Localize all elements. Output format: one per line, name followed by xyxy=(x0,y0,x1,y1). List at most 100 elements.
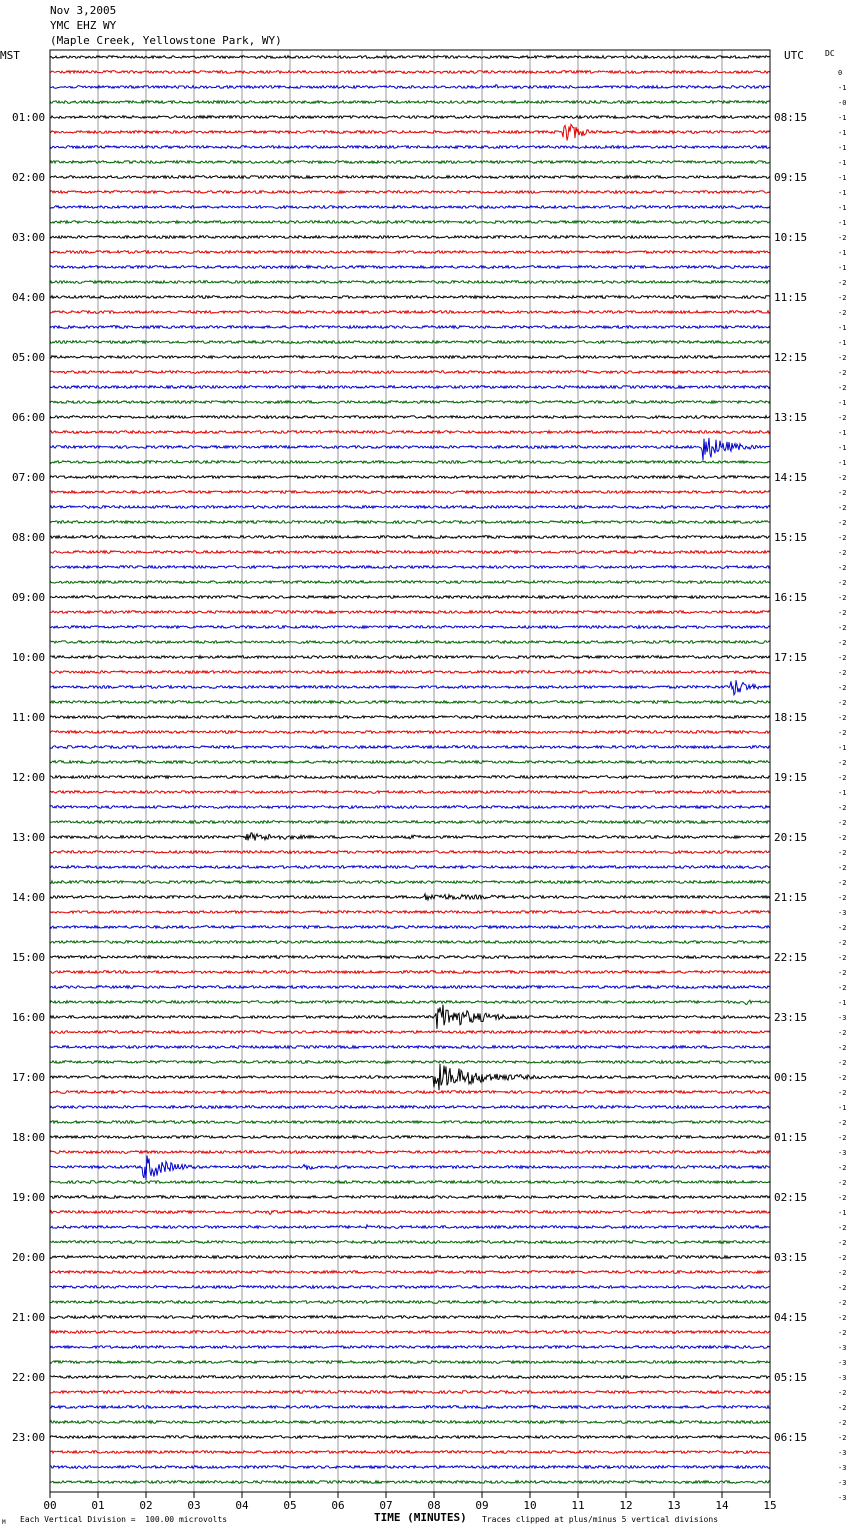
left-hour-label: 12:00 xyxy=(12,771,45,784)
dc-offset-label: -1 xyxy=(838,249,846,257)
dc-offset-label: -1 xyxy=(838,444,846,452)
trace-line xyxy=(49,1299,770,1305)
right-hour-label: 06:15 xyxy=(774,1431,807,1444)
right-hour-label: 19:15 xyxy=(774,771,807,784)
left-hour-label: 21:00 xyxy=(12,1311,45,1324)
dc-offset-label: -2 xyxy=(838,984,846,992)
trace-line xyxy=(49,1254,771,1260)
left-hour-label: 13:00 xyxy=(12,831,45,844)
trace-line xyxy=(49,624,771,630)
left-hour-label: 07:00 xyxy=(12,471,45,484)
x-tick-label: 00 xyxy=(43,1499,56,1512)
dc-offset-label: -2 xyxy=(838,804,846,812)
trace-line xyxy=(49,1063,771,1091)
dc-offset-label: -2 xyxy=(838,474,846,482)
dc-offset-label: -2 xyxy=(838,819,846,827)
dc-offset-label: -2 xyxy=(838,849,846,857)
dc-offset-label: -2 xyxy=(838,699,846,707)
dc-offset-label: -2 xyxy=(838,1074,846,1082)
dc-offset-label: -2 xyxy=(838,369,846,377)
dc-offset-label: -2 xyxy=(838,519,846,527)
trace-line xyxy=(49,279,771,285)
dc-offset-label: -3 xyxy=(838,1344,846,1352)
trace-line xyxy=(49,832,771,842)
trace-line xyxy=(49,999,770,1006)
dc-offset-label: -2 xyxy=(838,279,846,287)
trace-line xyxy=(49,1134,771,1140)
dc-offset-label: -2 xyxy=(838,894,846,902)
right-hour-label: 13:15 xyxy=(774,411,807,424)
trace-line xyxy=(49,892,771,902)
trace-line xyxy=(49,1179,771,1185)
dc-offset-label: -1 xyxy=(838,744,846,752)
header-location: (Maple Creek, Yellowstone Park, WY) xyxy=(50,34,282,47)
trace-line xyxy=(49,1359,771,1365)
trace-line xyxy=(49,1389,771,1395)
right-hour-label: 03:15 xyxy=(774,1251,807,1264)
dc-offset-label: -1 xyxy=(838,129,846,137)
trace-line xyxy=(50,1223,771,1230)
right-hour-label: 12:15 xyxy=(774,351,807,364)
trace-line xyxy=(49,1029,771,1035)
trace-line xyxy=(50,819,771,825)
right-hour-label: 22:15 xyxy=(774,951,807,964)
dc-offset-label: -2 xyxy=(838,1179,846,1187)
dc-offset-label: -2 xyxy=(838,384,846,392)
trace-line xyxy=(49,189,771,195)
trace-line xyxy=(49,219,771,225)
dc-label: DC xyxy=(825,49,835,58)
dc-offset-label: -2 xyxy=(838,294,846,302)
dc-offset-label: -2 xyxy=(838,639,846,647)
trace-line xyxy=(49,594,771,600)
dc-offset-label: -2 xyxy=(838,939,846,947)
right-hour-label: 00:15 xyxy=(774,1071,807,1084)
right-hour-label: 18:15 xyxy=(774,711,807,724)
dc-offset-label: -2 xyxy=(838,729,846,737)
trace-line xyxy=(49,519,771,525)
dc-offset-label: -2 xyxy=(838,564,846,572)
trace-line xyxy=(49,699,771,705)
left-hour-label: 14:00 xyxy=(12,891,45,904)
left-hour-label: 20:00 xyxy=(12,1251,45,1264)
trace-line xyxy=(49,759,771,765)
trace-line xyxy=(49,1284,771,1290)
trace-line xyxy=(49,369,771,375)
trace-line xyxy=(49,879,771,885)
trace-line xyxy=(49,1269,771,1275)
dc-offset-label: -2 xyxy=(838,1239,846,1247)
dc-offset-label: -3 xyxy=(838,1494,846,1502)
right-hour-label: 17:15 xyxy=(774,651,807,664)
trace-line xyxy=(49,1449,771,1455)
left-hour-label: 09:00 xyxy=(12,591,45,604)
dc-offset-label: -2 xyxy=(838,1284,846,1292)
x-tick-label: 10 xyxy=(523,1499,536,1512)
right-hour-label: 11:15 xyxy=(774,291,807,304)
trace-line xyxy=(49,99,771,105)
trace-line xyxy=(49,159,771,165)
right-hour-label: 02:15 xyxy=(774,1191,807,1204)
trace-line xyxy=(49,1044,771,1050)
left-hour-label: 08:00 xyxy=(12,531,45,544)
dc-offset-label: -1 xyxy=(838,174,846,182)
trace-line xyxy=(49,609,771,615)
plot-frame xyxy=(49,49,771,1493)
dc-offset-label: -1 xyxy=(838,429,846,437)
x-tick-label: 05 xyxy=(283,1499,296,1512)
dc-offset-label: -1 xyxy=(838,459,846,467)
left-hour-label: 04:00 xyxy=(12,291,45,304)
left-hour-label: 05:00 xyxy=(12,351,45,364)
dc-offset-label: -2 xyxy=(838,534,846,542)
left-hour-label: 15:00 xyxy=(12,951,45,964)
dc-offset-label: -2 xyxy=(838,669,846,677)
dc-offset-label: -1 xyxy=(838,204,846,212)
left-hour-label: 23:00 xyxy=(12,1431,45,1444)
dc-offset-labels: 0 -1 -0 -1 -1 -1 -1 -1 -1 -1 -1 -2 -1 -1 -2 -2 -2 -1 -1 -2 -… xyxy=(838,69,846,1502)
trace-line xyxy=(49,789,771,795)
left-hour-label: 22:00 xyxy=(12,1371,45,1384)
trace-line xyxy=(49,714,771,720)
dc-offset-label: -2 xyxy=(838,684,846,692)
dc-offset-label: -2 xyxy=(838,1419,846,1427)
right-hour-label: 23:15 xyxy=(774,1011,807,1024)
dc-offset-label: -2 xyxy=(838,1134,846,1142)
right-hour-label: 01:15 xyxy=(774,1131,807,1144)
